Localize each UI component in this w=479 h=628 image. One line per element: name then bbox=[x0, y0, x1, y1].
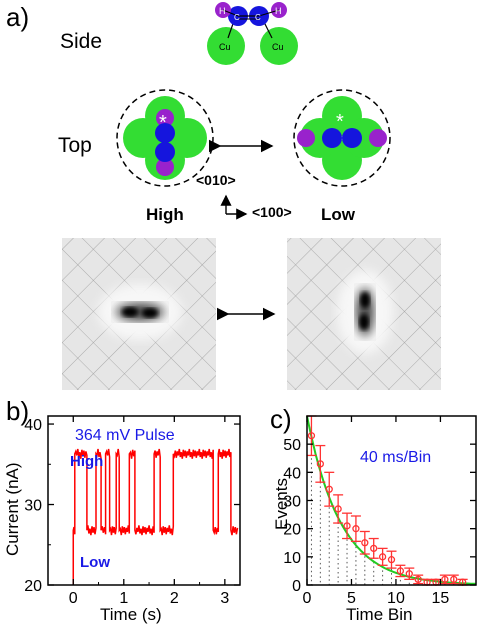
y-tick-label: 20 bbox=[24, 578, 42, 595]
y-tick-label: 40 bbox=[283, 465, 301, 482]
chart-b-frame bbox=[47, 415, 241, 586]
c-atom-right-low bbox=[342, 128, 362, 148]
cu-label-left: Cu bbox=[219, 42, 231, 52]
chart-c-xlabel: Time Bin bbox=[346, 605, 412, 624]
current-trace bbox=[72, 448, 239, 585]
state-high-b-label: High bbox=[70, 453, 103, 470]
data-point bbox=[378, 553, 387, 561]
c-atom-top-high bbox=[155, 123, 175, 143]
data-point bbox=[370, 544, 378, 553]
top-label: Top bbox=[58, 134, 92, 157]
data-point bbox=[325, 485, 333, 493]
fit-curve bbox=[306, 415, 477, 585]
h-atom-top-high bbox=[156, 109, 174, 127]
chart-b-xlabel: Time (s) bbox=[100, 605, 162, 624]
cu-label-right: Cu bbox=[272, 42, 284, 52]
side-view-molecule: Cu Cu H H C C bbox=[207, 2, 298, 65]
y-tick-label: 10 bbox=[283, 550, 301, 567]
side-label: Side bbox=[60, 30, 102, 53]
stm-image-low bbox=[287, 238, 441, 390]
x-tick-label: 10 bbox=[387, 590, 405, 607]
state-low-b-label: Low bbox=[80, 554, 110, 571]
chart-b-ylabel: Current (nA) bbox=[3, 462, 22, 556]
data-point bbox=[334, 505, 342, 513]
c-atom-left-low bbox=[322, 128, 342, 148]
chart-c-ylabel: Events bbox=[272, 478, 291, 530]
x-tick-label: 0 bbox=[303, 590, 312, 607]
h-label-right: H bbox=[275, 6, 282, 16]
data-point bbox=[414, 575, 422, 584]
panel-a-label: a) bbox=[6, 2, 29, 32]
state-high-label: High bbox=[146, 205, 184, 224]
star-low: * bbox=[336, 111, 344, 133]
dashed-outline-high bbox=[116, 89, 214, 187]
state-low-label: Low bbox=[321, 205, 356, 224]
cu-atom-right bbox=[260, 27, 298, 65]
data-point bbox=[387, 556, 396, 564]
h-atom-left-low bbox=[297, 129, 315, 147]
direction-100-label: <100> bbox=[252, 204, 292, 220]
bin-annotation: 40 ms/Bin bbox=[360, 449, 431, 466]
star-high: * bbox=[159, 112, 167, 134]
x-tick-label: 15 bbox=[432, 590, 450, 607]
panel-b-label: b) bbox=[6, 396, 29, 426]
x-tick-label: 3 bbox=[220, 590, 229, 607]
top-view-low: * bbox=[293, 89, 391, 187]
data-point bbox=[316, 460, 324, 468]
data-point bbox=[450, 575, 458, 584]
h-atom-bottom-high bbox=[156, 158, 174, 176]
dashed-outline-low bbox=[293, 89, 391, 187]
c-atom-bottom-high bbox=[155, 142, 175, 162]
h-label-left: H bbox=[219, 6, 226, 16]
data-point bbox=[396, 567, 405, 575]
direction-010-label: <010> bbox=[196, 172, 236, 188]
panel-a: a) Side Top Cu Cu H H C C bbox=[6, 2, 441, 390]
top-view-high: * bbox=[116, 89, 214, 187]
data-point bbox=[405, 570, 413, 578]
c-label-right: C bbox=[255, 13, 261, 22]
data-point bbox=[361, 539, 369, 547]
c-label-left: C bbox=[234, 13, 240, 22]
panel-c-label: c) bbox=[270, 404, 292, 434]
data-point bbox=[352, 525, 360, 533]
x-tick-label: 1 bbox=[119, 590, 128, 607]
y-tick-label: 30 bbox=[24, 498, 42, 515]
chart-c: 0 5 10 15 0 10 20 30 40 50 bbox=[283, 415, 477, 607]
y-tick-label: 40 bbox=[24, 417, 42, 434]
h-atom-right-low bbox=[369, 129, 387, 147]
y-tick-label: 50 bbox=[283, 437, 301, 454]
data-point bbox=[441, 575, 449, 584]
y-tick-label: 30 bbox=[283, 494, 301, 511]
stm-image-high bbox=[62, 238, 216, 390]
data-point bbox=[307, 432, 316, 440]
cu-atom-left bbox=[207, 27, 245, 65]
y-tick-label: 20 bbox=[283, 522, 301, 539]
y-tick-label: 0 bbox=[292, 578, 301, 595]
pulse-annotation: 364 mV Pulse bbox=[75, 427, 175, 444]
panel-b: b) 0 1 2 3 20 30 40 364 mV Pulse High Low Time… bbox=[3, 396, 241, 624]
chart-b: 0 1 2 3 20 30 40 bbox=[24, 415, 241, 607]
x-tick-label: 2 bbox=[170, 590, 179, 607]
x-tick-label: 5 bbox=[347, 590, 356, 607]
x-tick-label: 0 bbox=[69, 590, 78, 607]
data-point bbox=[343, 522, 351, 530]
